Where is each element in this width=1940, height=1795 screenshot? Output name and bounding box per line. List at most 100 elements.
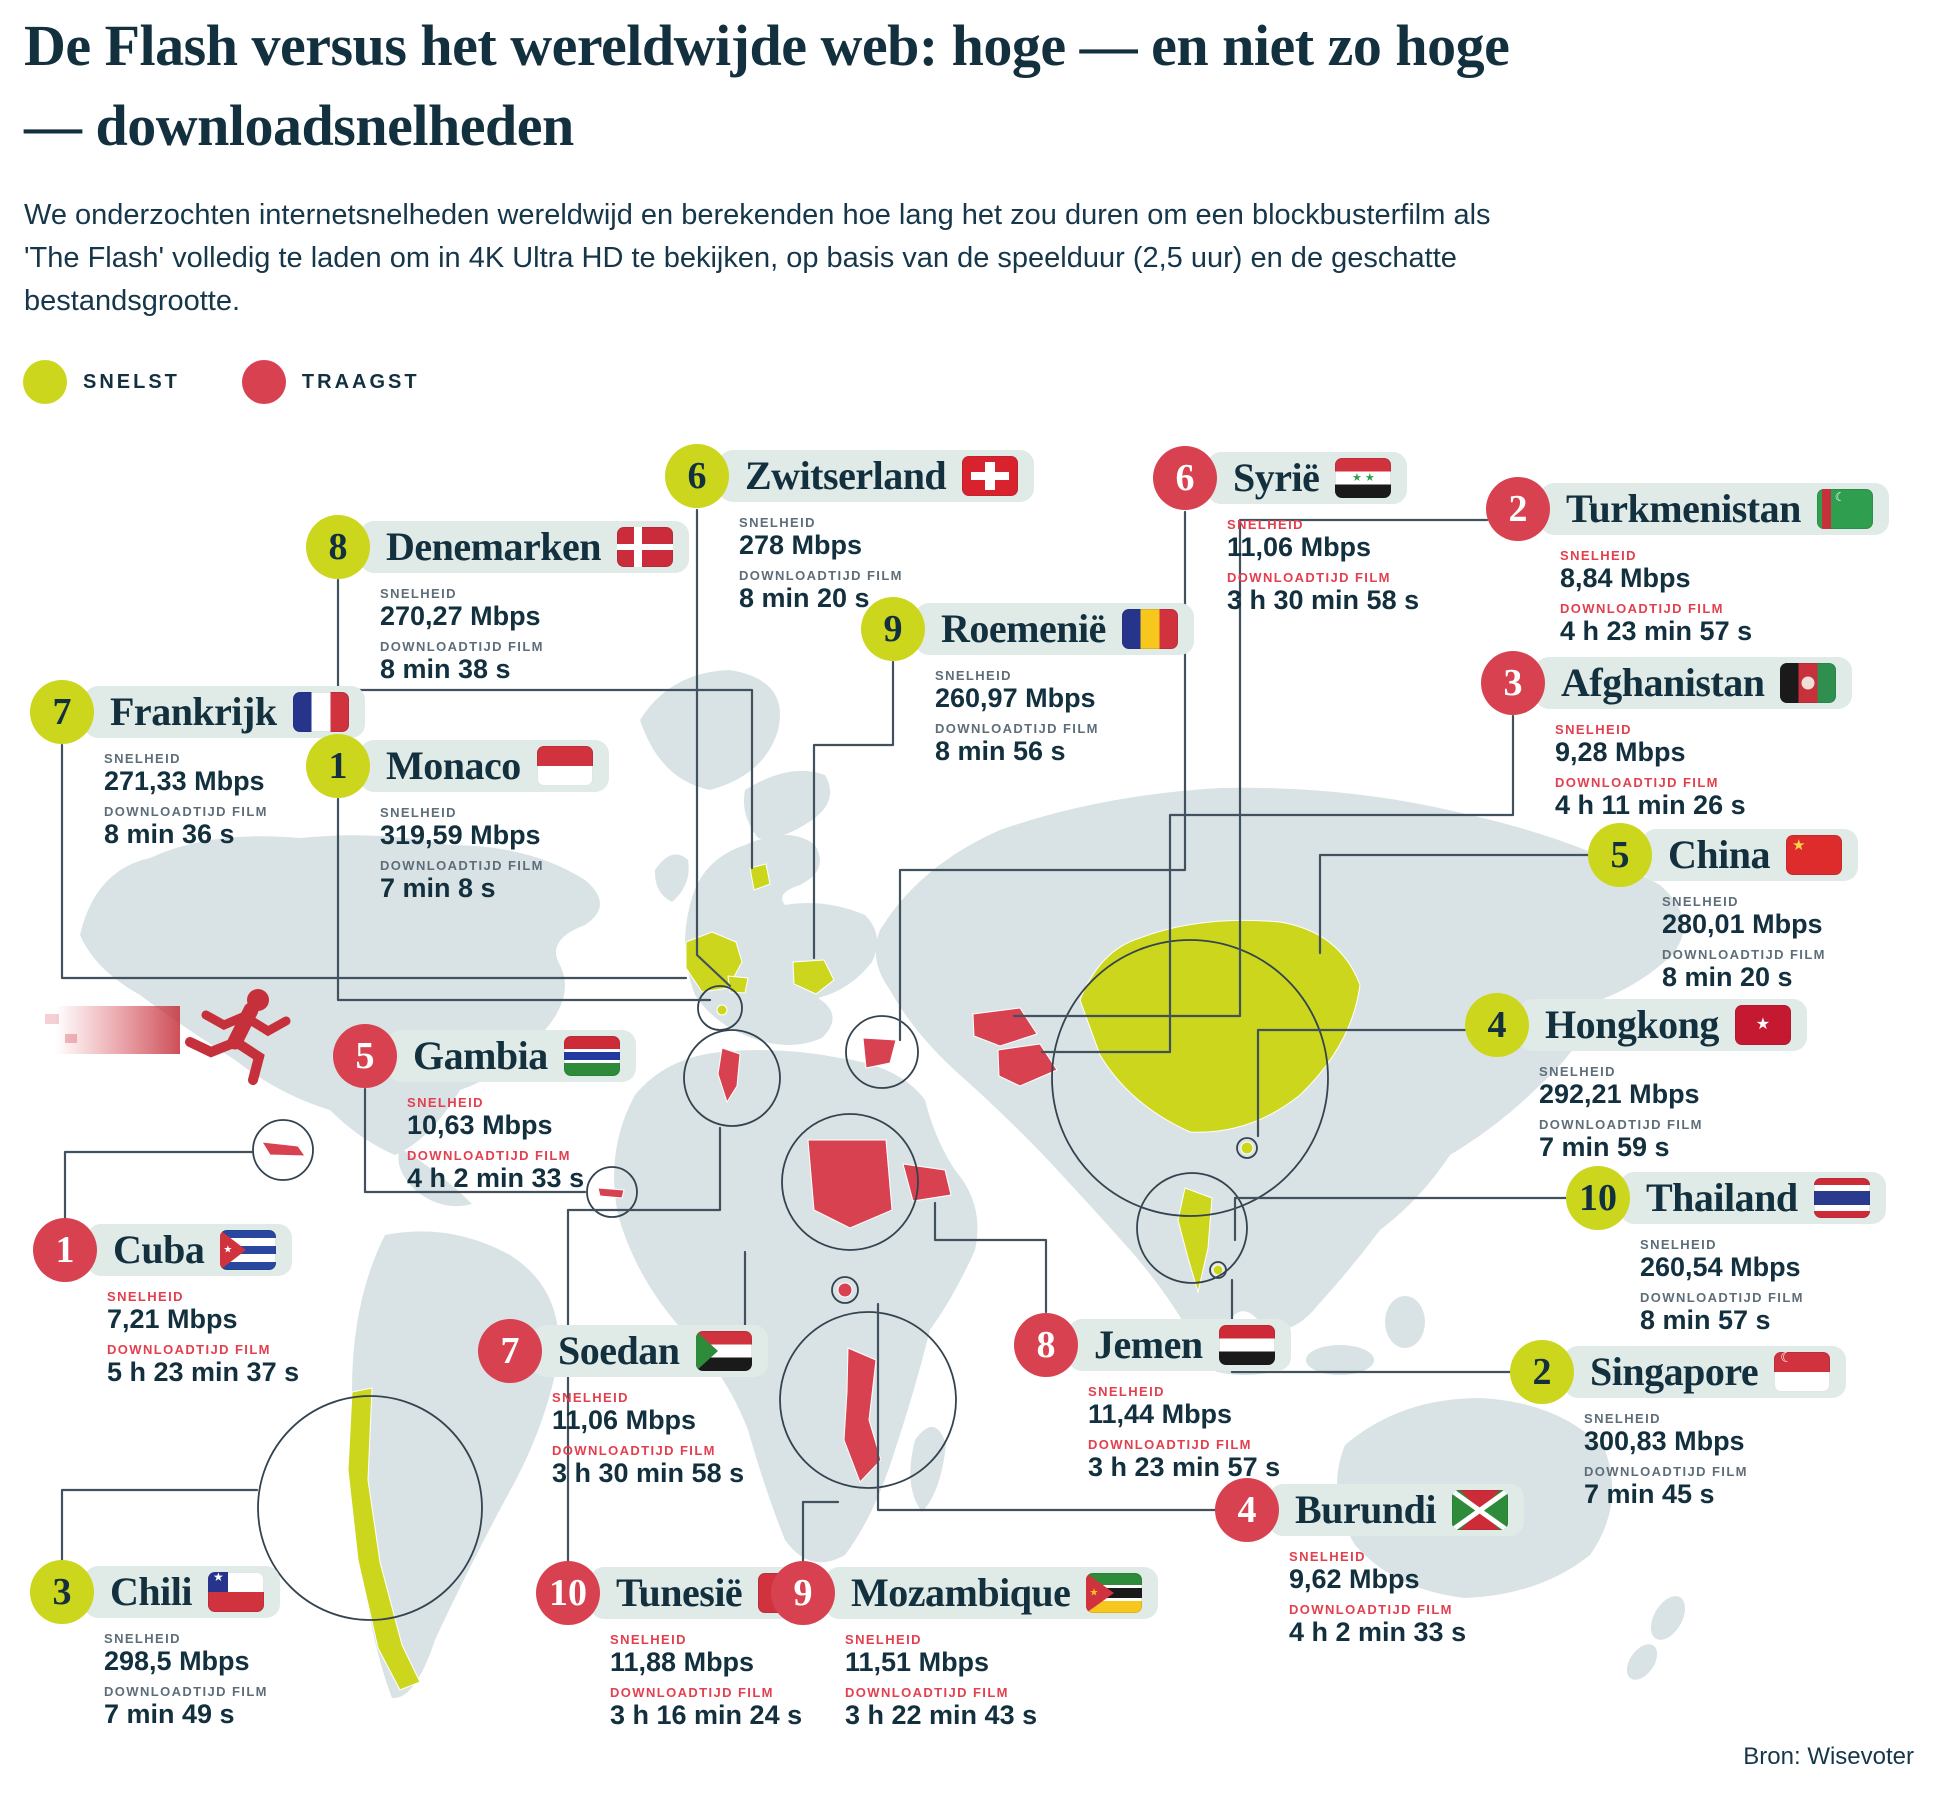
country-name: Afghanistan <box>1561 660 1765 705</box>
download-value: 8 min 20 s <box>739 583 870 613</box>
country-name: Soedan <box>558 1328 680 1373</box>
callout-thailand: 10 Thailand SNELHEID 260,54 Mbps DOWNLOADTIJ… <box>1566 1166 1886 1336</box>
callout-burundi: 4 Burundi SNELHEID 9,62 Mbps DOWNLOADTIJD FI… <box>1215 1478 1525 1648</box>
flash-runner-icon <box>45 989 291 1085</box>
speed-label: SNELHEID <box>1662 894 1739 909</box>
callout-soedan: 7 Soedan SNELHEID 11,06 Mbps DOWNLOADTIJD FI… <box>478 1319 768 1489</box>
speed-label: SNELHEID <box>552 1390 629 1405</box>
country-name: China <box>1668 832 1771 877</box>
connector-syrie <box>898 510 1187 1042</box>
flag-chile-icon <box>207 1572 264 1612</box>
callout-stats: SNELHEID 260,97 Mbps DOWNLOADTIJD FILM 8 mi… <box>935 668 1194 767</box>
download-label: DOWNLOADTIJD FILM <box>1560 601 1724 616</box>
callout-header: 6 Zwitserland <box>665 444 1035 508</box>
flag-denmark-icon <box>616 527 673 567</box>
download-value: 3 h 30 min 58 s <box>1227 585 1420 615</box>
fastest-dot-icon <box>23 360 67 404</box>
callout-header: 1 Monaco <box>306 734 609 798</box>
connector-afghanistan <box>1040 714 1515 1054</box>
country-pill: China <box>1642 829 1858 881</box>
rank-badge: 10 <box>536 1561 600 1625</box>
speed-label: SNELHEID <box>1227 517 1304 532</box>
download-label: DOWNLOADTIJD FILM <box>935 721 1099 736</box>
speed-value: 11,44 Mbps <box>1088 1399 1233 1429</box>
rank-badge: 8 <box>306 515 370 579</box>
country-pill: Cuba <box>87 1224 293 1276</box>
country-name: Roemenië <box>941 606 1106 651</box>
download-value: 8 min 36 s <box>104 819 235 849</box>
download-label: DOWNLOADTIJD FILM <box>1662 947 1826 962</box>
speed-value: 278 Mbps <box>739 530 863 560</box>
callout-header: 9 Mozambique <box>771 1561 1159 1625</box>
country-name: Hongkong <box>1545 1002 1719 1047</box>
callout-stats: SNELHEID 11,06 Mbps DOWNLOADTIJD FILM 3 h 3… <box>1227 517 1419 616</box>
country-name: Syrië <box>1233 455 1320 500</box>
speed-label: SNELHEID <box>1584 1411 1661 1426</box>
callout-header: 3 Chili <box>30 1560 280 1624</box>
flag-romania-icon <box>1121 609 1178 649</box>
callout-header: 2 Turkmenistan <box>1486 477 1889 541</box>
rank-badge: 2 <box>1486 477 1550 541</box>
flag-hongkong-icon <box>1734 1005 1791 1045</box>
speed-value: 319,59 Mbps <box>380 820 541 850</box>
speed-value: 11,06 Mbps <box>552 1405 697 1435</box>
page-title: De Flash versus het wereldwijde web: hog… <box>24 13 1510 158</box>
callout-header: 4 Hongkong <box>1465 993 1807 1057</box>
connector-chili <box>60 1488 259 1562</box>
country-name: Monaco <box>386 743 521 788</box>
download-value: 4 h 2 min 33 s <box>1289 1617 1467 1647</box>
download-label: DOWNLOADTIJD FILM <box>1584 1464 1748 1479</box>
speed-label: SNELHEID <box>1539 1064 1616 1079</box>
callout-stats: SNELHEID 11,88 Mbps DOWNLOADTIJD FILM 3 h 1… <box>610 1632 830 1731</box>
country-pill: Hongkong <box>1519 999 1807 1051</box>
country-pill: Turkmenistan <box>1540 483 1889 535</box>
speed-label: SNELHEID <box>1088 1384 1165 1399</box>
speed-value: 300,83 Mbps <box>1584 1426 1745 1456</box>
download-value: 3 h 16 min 24 s <box>610 1700 803 1730</box>
callout-header: 3 Afghanistan <box>1481 651 1853 715</box>
speed-label: SNELHEID <box>107 1289 184 1304</box>
speed-value: 280,01 Mbps <box>1662 909 1823 939</box>
download-label: DOWNLOADTIJD FILM <box>739 568 903 583</box>
country-highlights <box>261 863 1361 1691</box>
legend: SNELST TRAAGST <box>23 360 420 404</box>
speed-value: 298,5 Mbps <box>104 1646 250 1676</box>
country-pill: Monaco <box>360 740 609 792</box>
connector-tunesie <box>566 1126 722 1563</box>
download-label: DOWNLOADTIJD FILM <box>845 1685 1009 1700</box>
download-value: 4 h 23 min 57 s <box>1560 616 1753 646</box>
connector-china <box>1318 853 1590 955</box>
flag-afghanistan-icon <box>1780 663 1837 703</box>
callout-stats: SNELHEID 270,27 Mbps DOWNLOADTIJD FILM 8 mi… <box>380 586 689 685</box>
download-label: DOWNLOADTIJD FILM <box>552 1443 716 1458</box>
download-label: DOWNLOADTIJD FILM <box>104 1684 268 1699</box>
download-label: DOWNLOADTIJD FILM <box>1539 1117 1703 1132</box>
download-label: DOWNLOADTIJD FILM <box>104 804 268 819</box>
speed-value: 9,62 Mbps <box>1289 1564 1420 1594</box>
rank-badge: 3 <box>1481 651 1545 715</box>
speed-label: SNELHEID <box>407 1095 484 1110</box>
speed-value: 9,28 Mbps <box>1555 737 1686 767</box>
rank-badge: 7 <box>478 1319 542 1383</box>
country-name: Zwitserland <box>745 453 947 498</box>
download-label: DOWNLOADTIJD FILM <box>1227 570 1391 585</box>
download-label: DOWNLOADTIJD FILM <box>610 1685 774 1700</box>
speed-value: 11,88 Mbps <box>610 1647 755 1677</box>
flag-yemen-icon <box>1218 1325 1275 1365</box>
country-pill: Thailand <box>1620 1172 1886 1224</box>
callout-denemarken: 8 Denemarken SNELHEID 270,27 Mbps DOWNLOADTI… <box>306 515 689 685</box>
flag-china-icon <box>1786 835 1842 875</box>
download-value: 8 min 57 s <box>1640 1305 1771 1335</box>
flag-singapore-icon <box>1774 1352 1831 1392</box>
page-subtitle: We onderzochten internetsnelheden wereld… <box>24 199 1491 317</box>
callout-stats: SNELHEID 9,62 Mbps DOWNLOADTIJD FILM 4 h 2 … <box>1289 1549 1524 1648</box>
country-pill: Afghanistan <box>1535 657 1853 709</box>
speed-label: SNELHEID <box>380 805 457 820</box>
callout-roemenie: 9 Roemenië SNELHEID 260,97 Mbps DOWNLOADTIJD… <box>861 597 1194 767</box>
callout-stats: SNELHEID 292,21 Mbps DOWNLOADTIJD FILM 7 mi… <box>1539 1064 1807 1163</box>
callout-header: 5 Gambia <box>333 1024 636 1088</box>
